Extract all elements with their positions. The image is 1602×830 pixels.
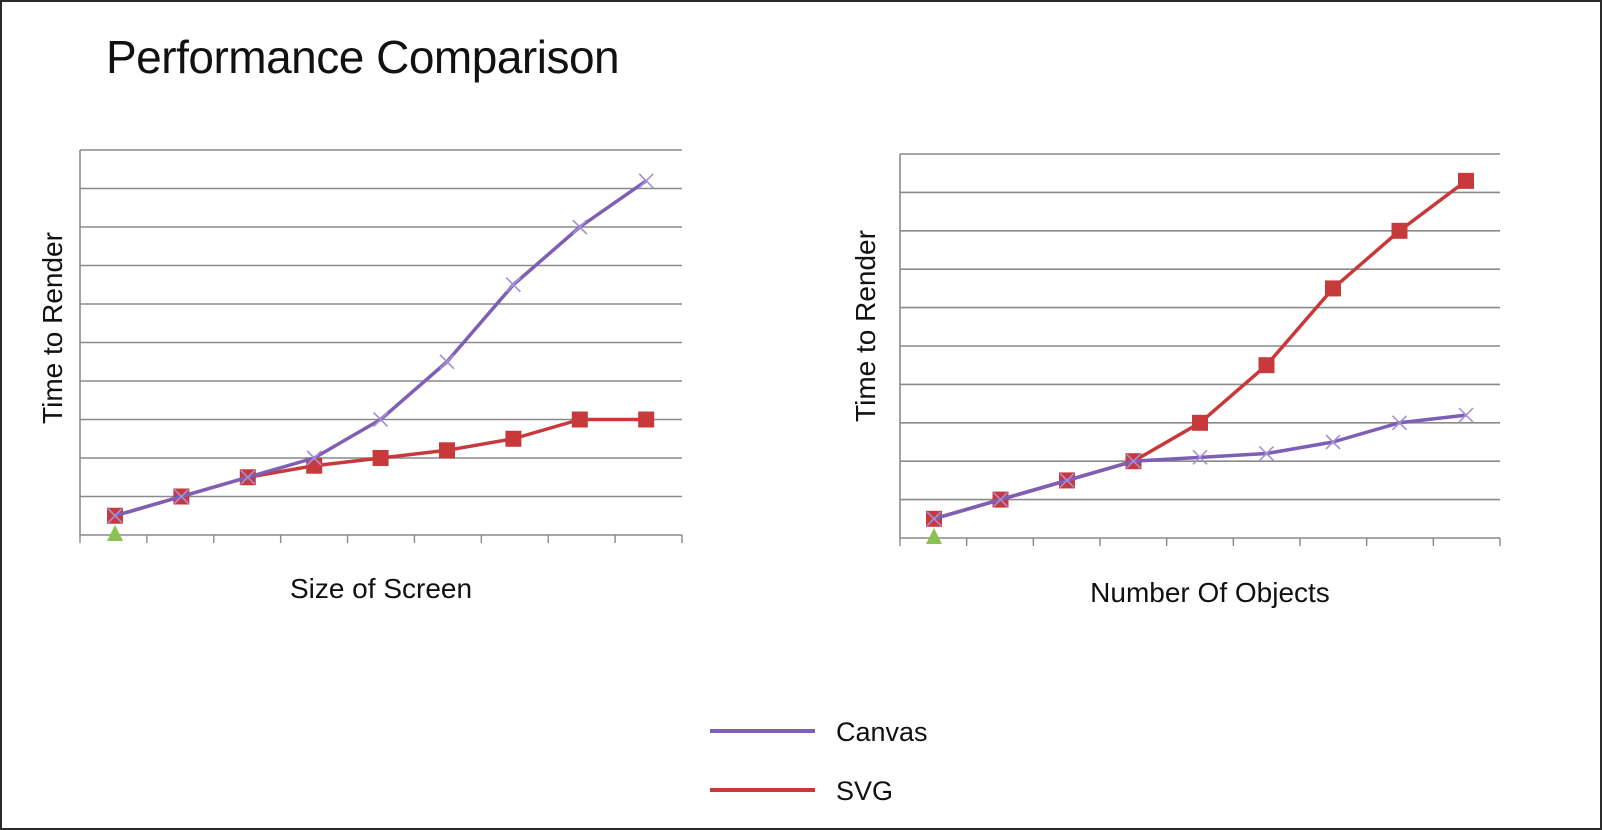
y-axis-title: Time to Render <box>37 232 68 424</box>
marker-stroke <box>107 508 123 524</box>
data-point-canvas <box>173 488 189 505</box>
x-axis-title: Size of Screen <box>290 573 472 604</box>
data-point-canvas <box>1192 449 1208 465</box>
y-axis-title: Time to Render <box>850 230 881 422</box>
data-point-canvas <box>1258 445 1275 462</box>
chart-title: Performance Comparison <box>106 31 620 83</box>
data-point-canvas <box>439 354 455 370</box>
data-point-svg <box>372 450 389 466</box>
marker-stroke <box>1458 407 1474 423</box>
marker-stroke <box>926 511 942 527</box>
data-point-svg <box>571 411 588 428</box>
data-point-canvas <box>107 508 123 524</box>
marker-stroke <box>992 492 1009 508</box>
marker-stroke <box>1125 453 1142 469</box>
legend-label-canvas: Canvas <box>836 717 928 747</box>
data-point-canvas <box>992 492 1009 508</box>
marker-stroke <box>240 469 256 485</box>
data-point-canvas <box>926 511 942 527</box>
data-point-canvas <box>306 450 322 466</box>
data-point-canvas <box>572 219 588 235</box>
start-marker <box>107 525 123 541</box>
series-line-svg <box>114 417 647 518</box>
data-point-canvas <box>1391 415 1408 431</box>
data-point-canvas <box>1325 434 1341 450</box>
x-axis-title: Number Of Objects <box>1090 577 1330 608</box>
marker-stroke <box>439 354 455 370</box>
marker-stroke <box>1258 445 1275 462</box>
data-point-canvas <box>373 411 389 428</box>
marker-stroke <box>306 450 322 466</box>
data-point-svg <box>439 442 455 459</box>
marker-stroke <box>505 277 521 293</box>
data-point-canvas <box>505 277 521 293</box>
data-point-canvas <box>1458 407 1474 423</box>
data-point-svg <box>505 430 522 447</box>
data-point-svg <box>638 411 655 428</box>
chart-size-of-screen: Size of Screen Time to Render <box>37 149 683 604</box>
legend-label-svg: SVG <box>836 776 893 806</box>
marker-stroke <box>638 173 654 189</box>
marker-stroke <box>1325 434 1341 450</box>
marker-stroke <box>1391 415 1408 431</box>
data-point-svg <box>1258 357 1275 374</box>
marker-stroke <box>1192 449 1208 465</box>
marker-stroke <box>173 488 189 505</box>
data-point-canvas <box>1059 472 1075 488</box>
data-point-svg <box>1458 172 1474 189</box>
data-point-svg <box>1192 414 1208 431</box>
start-marker <box>926 528 942 544</box>
data-point-canvas <box>1125 453 1142 469</box>
marker-stroke <box>373 411 389 428</box>
marker-stroke <box>1059 472 1075 488</box>
legend: Canvas SVG <box>710 717 928 806</box>
data-point-canvas <box>638 173 654 189</box>
data-point-canvas <box>240 469 256 485</box>
chart-number-of-objects: Number Of Objects Time to Render <box>850 153 1501 608</box>
data-point-svg <box>1325 280 1341 297</box>
marker-stroke <box>572 219 588 235</box>
data-point-svg <box>1391 222 1408 239</box>
